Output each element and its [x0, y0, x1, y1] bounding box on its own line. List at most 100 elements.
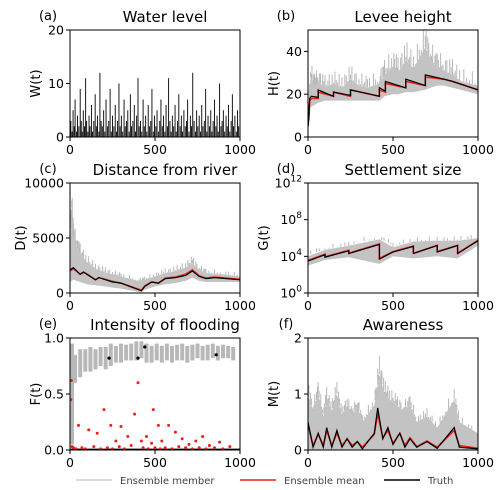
mean-point: [187, 442, 191, 446]
panel-title: Water level: [123, 8, 208, 26]
y-tick-label: 0.5: [44, 387, 64, 402]
legend-label: Ensemble mean: [284, 476, 365, 487]
mean-point: [167, 423, 171, 427]
mean-point: [151, 408, 155, 412]
panel-title: Levee height: [354, 8, 451, 26]
panel-label: (d): [277, 162, 295, 177]
panel-label: (c): [39, 162, 56, 177]
truth-point: [143, 345, 147, 349]
truth-line: [308, 240, 478, 262]
x-tick-label: 500: [143, 455, 167, 470]
y-tick-label: 1.0: [44, 331, 64, 346]
panel-a: 0 500 1000 0 10 20 Water level (a) W(t): [29, 8, 256, 157]
mean-point: [105, 446, 109, 450]
mean-point: [228, 445, 232, 449]
x-tick-label: 1000: [462, 142, 494, 157]
x-tick-label: 1000: [224, 142, 256, 157]
y-tick-label: 40: [286, 44, 302, 59]
mean-point: [158, 447, 162, 450]
mean-point: [99, 447, 103, 450]
y-tick-label: 1: [294, 387, 302, 402]
mean-point: [139, 439, 143, 443]
plot-area: [308, 235, 478, 266]
y-tick-label: 104: [280, 248, 302, 264]
panel-title: Intensity of flooding: [90, 316, 240, 334]
ensemble-band: [308, 374, 478, 450]
plot-area: [70, 198, 240, 293]
x-tick-label: 500: [381, 298, 405, 313]
mean-point: [184, 446, 188, 450]
mean-point: [146, 447, 150, 450]
panel-label: (b): [277, 9, 295, 24]
mean-point: [156, 423, 160, 427]
mean-point: [80, 446, 84, 450]
x-tick-label: 0: [66, 455, 74, 470]
y-tick-label: 5000: [32, 231, 64, 246]
x-tick-label: 0: [66, 298, 74, 313]
y-tick-label: 0.0: [44, 443, 64, 458]
mean-point: [119, 424, 123, 428]
mean-point: [204, 447, 208, 450]
mean-point: [160, 439, 164, 443]
mean-point: [163, 446, 167, 450]
truth-point: [107, 356, 111, 360]
mean-point: [102, 408, 106, 412]
plot-area: [308, 30, 478, 131]
mean-point: [133, 412, 137, 416]
legend-label: Ensemble member: [120, 476, 215, 487]
mean-point: [114, 439, 118, 443]
ensemble-band: [70, 207, 240, 293]
mean-point: [201, 435, 205, 439]
truth-line: [308, 74, 478, 127]
y-axis-label: W(t): [29, 69, 44, 97]
mean-point: [177, 445, 181, 449]
y-axis-label: F(t): [29, 383, 44, 406]
x-tick-label: 1000: [462, 298, 494, 313]
truth-line: [308, 407, 478, 450]
x-tick-label: 0: [66, 142, 74, 157]
mean-point: [83, 447, 87, 450]
panel-title: Distance from river: [93, 161, 238, 179]
panel-f: 0 500 1000 0 1 2 Awareness (f) M(t): [267, 316, 494, 470]
panel-label: (f): [279, 317, 294, 332]
mean-point: [70, 379, 73, 383]
panel-e: 0 500 1000 0.0 0.5 1.0 Intensity of flooding (e…: [29, 316, 256, 470]
y-tick-label: 0: [294, 443, 302, 458]
mean-point: [77, 423, 80, 427]
mean-point: [150, 441, 154, 445]
mean-point: [117, 445, 121, 449]
mean-point: [92, 445, 96, 449]
x-tick-label: 0: [304, 298, 312, 313]
ensemble-band: [308, 47, 478, 131]
mean-point: [111, 447, 114, 450]
mean-point: [213, 446, 216, 450]
mean-point: [141, 446, 145, 450]
mean-point: [95, 431, 99, 435]
y-axis-label: M(t): [267, 381, 282, 407]
y-axis-label: G(t): [257, 225, 272, 250]
mean-point: [87, 428, 91, 432]
y-tick-label: 100: [280, 285, 302, 301]
plot-area: [308, 356, 478, 450]
mean-point: [221, 447, 225, 450]
mean-point: [74, 447, 78, 450]
x-tick-label: 1000: [462, 455, 494, 470]
y-tick-label: 0: [294, 130, 302, 145]
legend-label: Truth: [427, 476, 453, 487]
mean-point: [194, 439, 198, 443]
mean-point: [145, 435, 148, 439]
mean-point: [197, 446, 201, 450]
panel-label: (e): [39, 317, 57, 332]
panel-label: (a): [39, 9, 57, 24]
y-axis-label: H(t): [267, 71, 282, 96]
y-tick-label: 0: [56, 286, 64, 301]
x-tick-label: 500: [381, 142, 405, 157]
mean-point: [71, 446, 75, 450]
mean-point: [126, 435, 130, 439]
x-tick-label: 500: [381, 455, 405, 470]
mean-point: [129, 444, 133, 448]
y-tick-label: 2: [294, 331, 302, 346]
x-tick-label: 0: [304, 455, 312, 470]
